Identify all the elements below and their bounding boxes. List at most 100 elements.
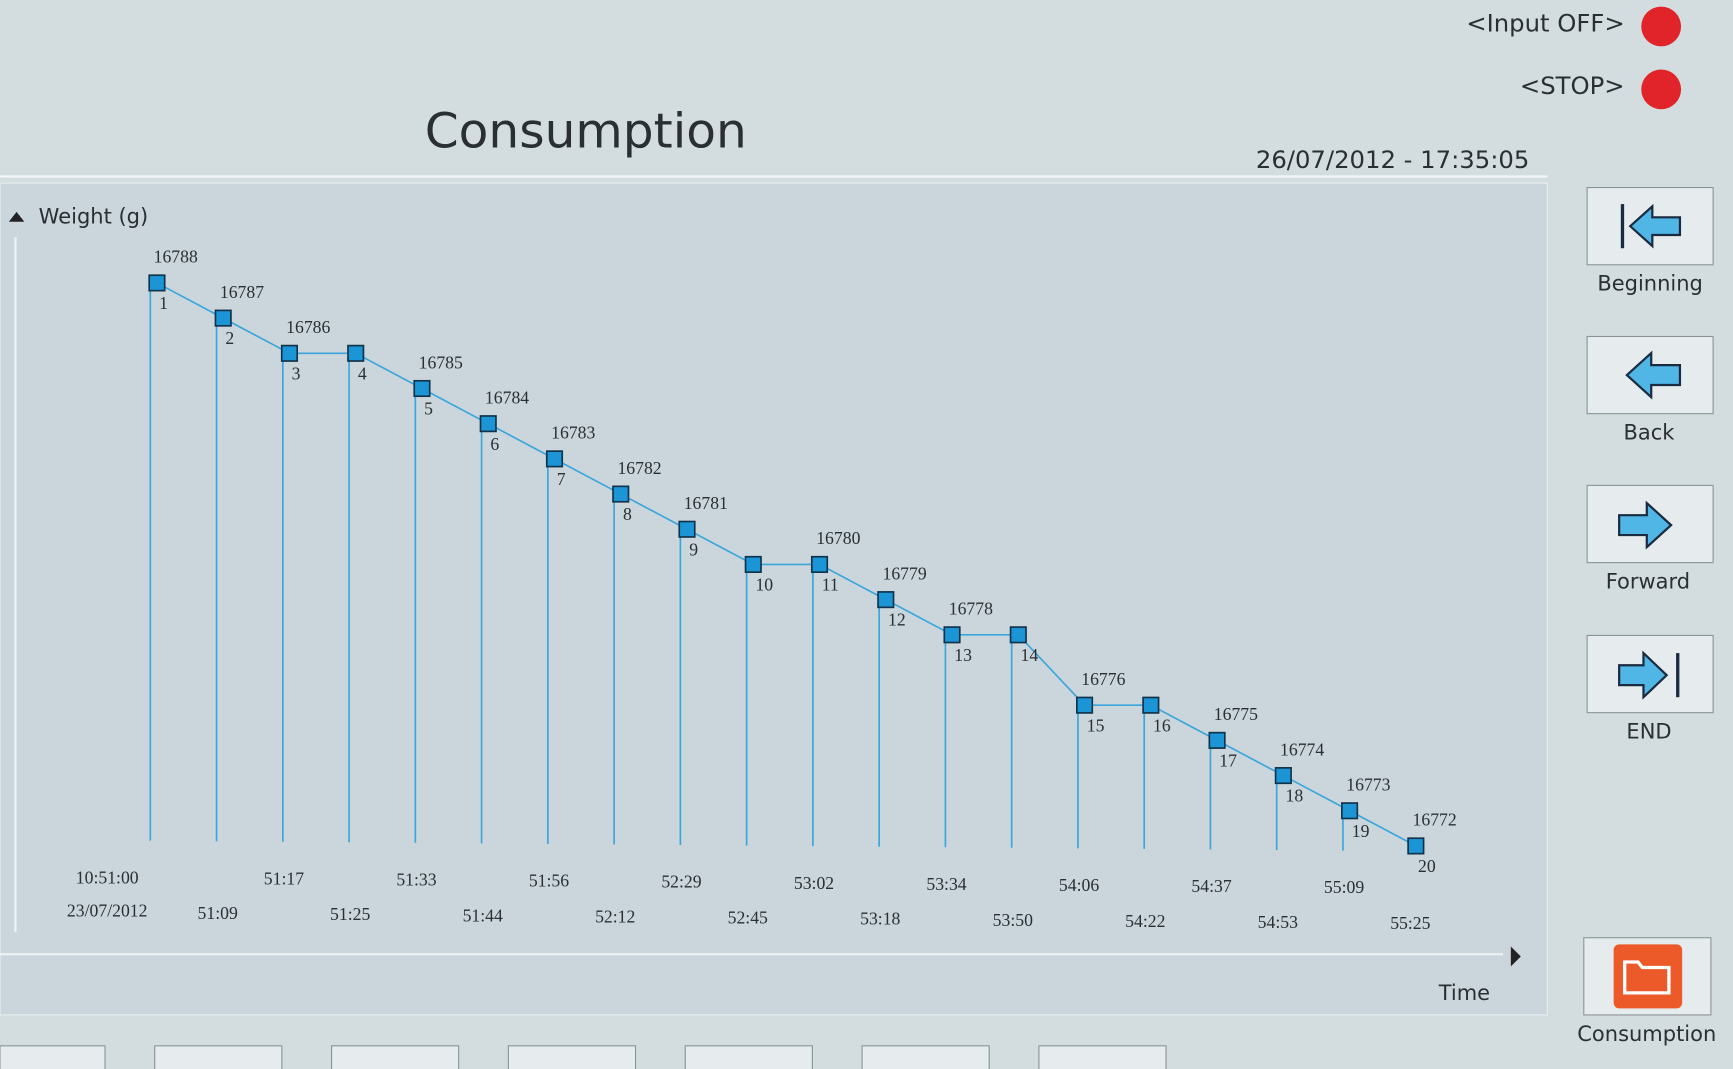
- x-tick-label: 53:50: [993, 910, 1033, 930]
- icon: [1628, 203, 1682, 249]
- value-label: 16778: [949, 599, 993, 619]
- point-id: 1: [159, 293, 168, 313]
- icon: [1625, 350, 1682, 400]
- y-axis-arrow: [8, 211, 25, 222]
- point-id: 18: [1286, 786, 1304, 806]
- bottom-tabs: [0, 1045, 1167, 1069]
- value-label: 16786: [286, 317, 330, 337]
- x-tick-label: 51:25: [330, 904, 370, 924]
- tab[interactable]: [0, 1045, 106, 1069]
- value-label: 16781: [684, 493, 728, 513]
- marker: [1208, 731, 1226, 749]
- indicator-lamp: [1641, 69, 1682, 110]
- value-label: 16780: [816, 528, 860, 548]
- marker: [612, 485, 630, 503]
- chart-panel: [0, 182, 1548, 1016]
- marker: [877, 591, 895, 609]
- marker: [1075, 696, 1094, 714]
- point-id: 12: [888, 610, 906, 630]
- indicator-label: <Input OFF>: [1466, 8, 1624, 37]
- point-id: 19: [1352, 821, 1370, 841]
- point-id: 13: [954, 645, 972, 665]
- point-id: 8: [623, 504, 632, 524]
- button-label: END: [1626, 720, 1671, 744]
- x-tick-label: 53:34: [926, 874, 966, 894]
- point-id: 17: [1219, 751, 1237, 771]
- marker: [1009, 626, 1027, 644]
- icon: [1618, 500, 1673, 550]
- tab[interactable]: [507, 1045, 637, 1069]
- marker: [413, 379, 431, 398]
- marker: [943, 626, 961, 644]
- point-id: 4: [358, 363, 367, 383]
- value-label: 16774: [1280, 739, 1324, 759]
- point-id: 3: [292, 363, 301, 383]
- value-label: 16776: [1081, 669, 1125, 689]
- marker: [810, 555, 829, 573]
- button-label: Consumption: [1577, 1022, 1716, 1046]
- x-tick-label: 54:06: [1059, 875, 1099, 895]
- value-label: 16782: [617, 458, 661, 478]
- point-id: 5: [424, 399, 433, 419]
- marker: [1274, 767, 1292, 785]
- point-id: 15: [1087, 715, 1105, 735]
- nav-beginning[interactable]: Beginning: [1586, 186, 1714, 296]
- x-tick-label: 53:18: [860, 909, 900, 929]
- marker: [148, 274, 166, 292]
- x-axis-label: Time: [1438, 981, 1490, 1005]
- point-id: 7: [557, 469, 566, 489]
- icon: [1623, 960, 1671, 995]
- x-tick-label: 51:09: [198, 903, 238, 923]
- tab[interactable]: [684, 1045, 813, 1069]
- y-axis-label: Weight (g): [39, 204, 148, 228]
- x-tick-label: 52:45: [728, 908, 768, 928]
- icon: [1618, 650, 1669, 700]
- tab[interactable]: [154, 1045, 283, 1069]
- datetime: 26/07/2012 - 17:35:05: [1256, 145, 1529, 174]
- nav-end[interactable]: END: [1586, 634, 1714, 744]
- point-id: 9: [689, 539, 698, 559]
- x-tick-label: 54:22: [1125, 911, 1165, 931]
- x-tick-label: 51:44: [463, 905, 503, 925]
- start-date: 23/07/2012: [67, 900, 148, 920]
- marker: [744, 555, 762, 573]
- x-tick-label: 55:25: [1390, 913, 1430, 933]
- x-tick-label: 51:56: [529, 871, 569, 891]
- value-label: 16775: [1214, 704, 1258, 724]
- point-id: 10: [755, 575, 773, 595]
- nav-forward[interactable]: Forward: [1586, 484, 1714, 593]
- point-id: 2: [225, 328, 234, 348]
- value-label: 16788: [154, 247, 198, 267]
- marker: [347, 344, 365, 362]
- value-label: 16783: [551, 423, 595, 443]
- marker: [214, 309, 232, 327]
- nav-consumption[interactable]: Consumption: [1577, 937, 1716, 1046]
- x-tick-label: 51:33: [396, 870, 436, 890]
- nav-back[interactable]: Back: [1586, 335, 1714, 445]
- plot: 10:51:0051:0951:1751:2551:3351:4451:5652…: [76, 247, 1457, 933]
- value-label: 16784: [485, 387, 529, 407]
- tab[interactable]: [1038, 1045, 1167, 1069]
- tab[interactable]: [331, 1045, 460, 1069]
- marker: [1407, 837, 1425, 855]
- value-label: 16787: [220, 282, 264, 302]
- x-tick-label: 54:53: [1258, 912, 1298, 932]
- x-tick-label: 10:51:00: [76, 867, 139, 887]
- marker: [678, 520, 696, 538]
- screen-title: Consumption: [425, 104, 747, 160]
- button-label: Back: [1624, 421, 1676, 445]
- series-line: [156, 282, 1417, 847]
- marker: [280, 344, 299, 362]
- tab[interactable]: [861, 1045, 990, 1069]
- marker: [1142, 696, 1160, 714]
- marker: [479, 415, 497, 433]
- point-id: 20: [1418, 856, 1436, 876]
- marker: [1341, 802, 1359, 820]
- point-id: 11: [822, 575, 839, 595]
- value-label: 16779: [882, 563, 926, 583]
- point-id: 6: [490, 434, 499, 454]
- x-tick-label: 53:02: [794, 873, 834, 893]
- x-tick-label: 51:17: [264, 868, 304, 888]
